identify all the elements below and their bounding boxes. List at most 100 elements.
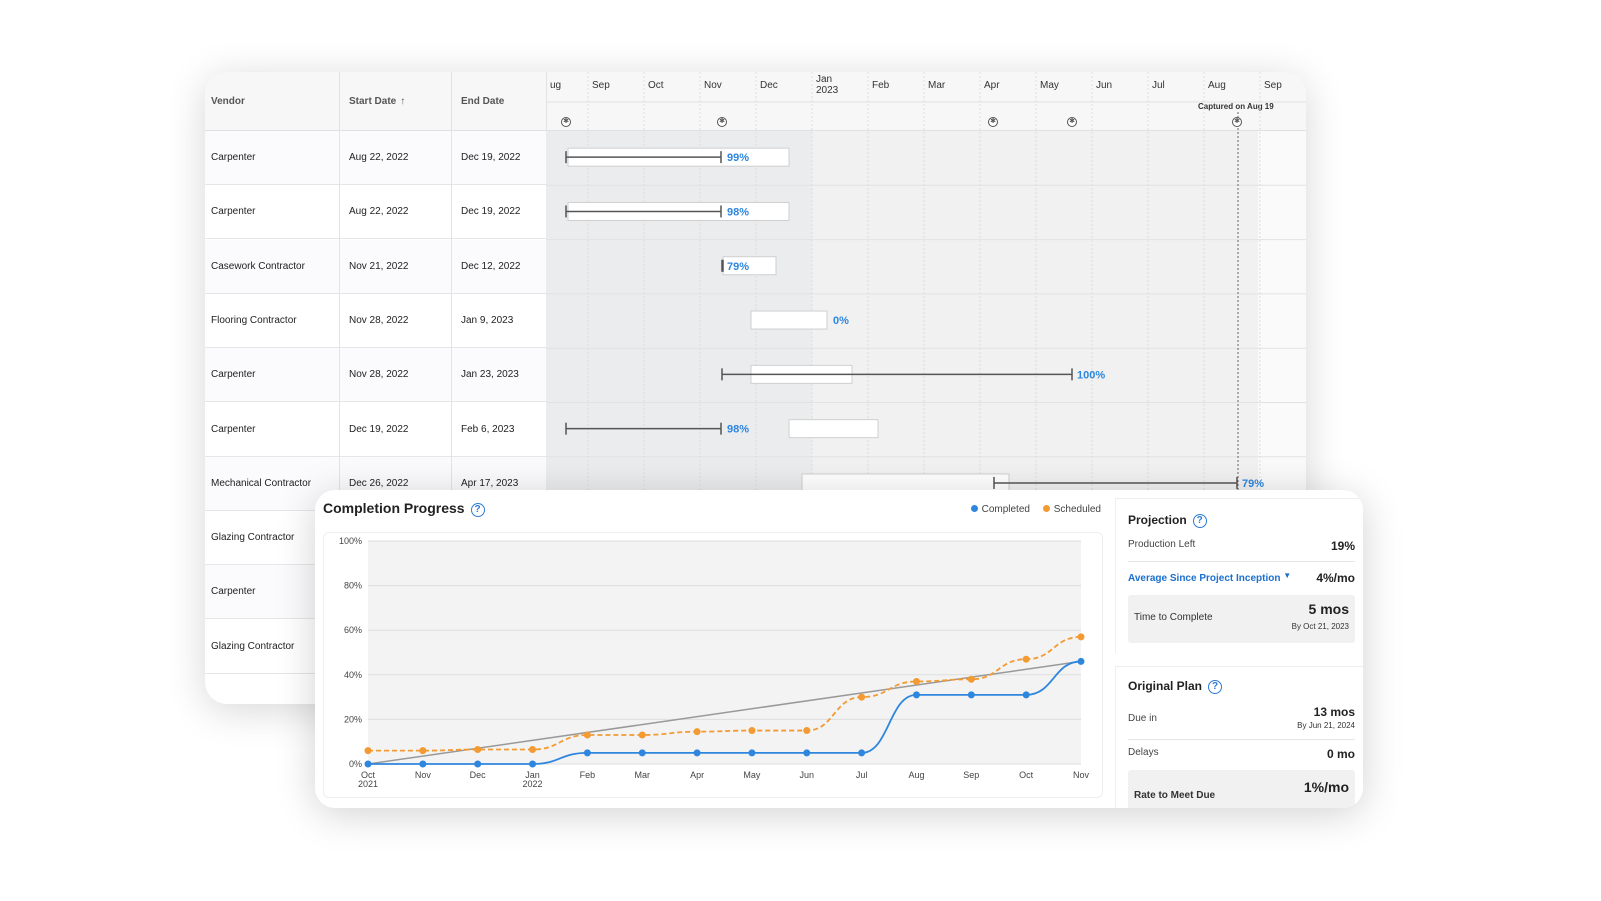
table-row[interactable]: Carpenter Aug 22, 2022 Dec 19, 2022 [205,185,546,240]
completed-point [803,749,811,757]
month-label: Sep [592,80,610,91]
y-tick-label: 40% [344,670,362,680]
table-row[interactable]: Casework Contractor Nov 21, 2022 Dec 12, 2… [205,239,546,294]
vendor-cell: Glazing Contractor [211,640,295,652]
table-row[interactable]: Carpenter Aug 22, 2022 Dec 19, 2022 [205,131,546,185]
vendor-cell: Mechanical Contractor [211,477,312,489]
original-plan-title: Original Plan? [1128,679,1223,694]
completed-point [529,760,537,768]
sort-ascending-icon: ↑ [400,96,406,107]
plot-area [368,541,1081,764]
milestone-icon[interactable]: ✱ [1067,117,1077,127]
milestone-icon[interactable]: ✱ [1232,117,1242,127]
completed-point [748,749,756,757]
scheduled-point [858,693,866,701]
percent-complete-label: 98% [727,424,749,436]
x-tick-label: Mar [634,770,650,780]
vendor-cell: Carpenter [211,206,256,218]
end-date-cell: Feb 6, 2023 [461,423,515,435]
due-value: 13 mos [1313,705,1355,719]
projection-panel: Projection? Production Left 19% Average … [1115,498,1363,653]
table-row[interactable]: Carpenter Nov 28, 2022 Jan 23, 2023 [205,348,546,403]
start-date-cell: Aug 22, 2022 [349,152,409,163]
completed-point [474,760,482,768]
legend-completed[interactable]: Completed [981,504,1030,515]
side-panels: Projection? Production Left 19% Average … [1115,498,1363,808]
x-tick-label: Oct [361,770,376,780]
month-label: Mar [928,80,946,91]
month-label: Oct [648,80,664,91]
help-icon[interactable]: ? [1192,514,1207,528]
end-date-cell: Dec 12, 2022 [461,260,521,272]
scheduled-point [638,731,646,739]
scheduled-point [474,746,482,754]
completed-point [912,691,920,699]
x-tick-label: Nov [415,770,432,780]
x-tick-label: Dec [470,770,487,780]
end-date-column-header[interactable]: End Date [461,96,505,107]
month-label: Jun [1096,80,1113,91]
legend-scheduled[interactable]: Scheduled [1053,504,1101,515]
due-row: Due in 13 mos By Jun 21, 2024 [1128,705,1355,735]
scheduled-point [529,746,537,754]
divider [1128,739,1355,740]
completed-point [583,749,591,757]
x-tick-label: Feb [580,770,596,780]
start-date-cell: Nov 21, 2022 [349,260,409,272]
table-row[interactable]: Flooring Contractor Nov 28, 2022 Jan 9, 20… [205,293,546,348]
projection-title: Projection? [1128,513,1207,528]
month-label: Dec [760,80,778,91]
completed-point [638,749,646,757]
scheduled-point [1022,655,1030,663]
progress-title: Completion Progress? [323,500,485,517]
y-tick-label: 80% [344,581,362,591]
average-rate-dropdown[interactable]: Average Since Project Inception ▼ [1128,571,1292,584]
percent-complete-label: 79% [1242,478,1264,490]
rate-to-meet-box: Rate to Meet Due 1%/mo [1128,770,1355,808]
caret-down-icon: ▼ [1283,571,1292,580]
start-date-column-header[interactable]: Start Date ↑ [349,96,406,107]
x-tick-label: Sep [963,770,979,780]
completed-point [1022,691,1030,699]
milestone-icon[interactable]: ✱ [717,117,727,127]
scheduled-legend-dot [1042,505,1050,512]
help-icon[interactable]: ? [1208,680,1223,694]
y-tick-label: 60% [344,625,362,635]
start-date-cell: Aug 22, 2022 [349,206,409,218]
vendor-cell: Flooring Contractor [211,314,297,326]
x-tick-label: Jun [800,770,815,780]
scheduled-point [419,747,427,755]
completion-progress-card: Completion Progress? Completed Scheduled… [315,490,1363,808]
start-date-cell: Dec 26, 2022 [349,477,409,489]
time-to-complete-value: 5 mos [1308,601,1349,617]
x-tick-label: Jan [525,770,540,780]
month-label: Sep [1264,80,1282,91]
start-date-cell: Nov 28, 2022 [349,314,409,326]
month-label: Aug [1208,80,1226,91]
month-label: Jul [1152,80,1165,91]
planned-bar [788,419,879,439]
help-icon[interactable]: ? [470,503,485,517]
vendor-column-header[interactable]: Vendor [211,96,245,107]
milestone-icon[interactable]: ✱ [561,117,571,127]
vendor-cell: Carpenter [211,423,256,435]
percent-complete-label: 0% [833,315,849,327]
month-label: ug [550,80,562,91]
percent-complete-label: 99% [727,152,749,164]
milestone-icon[interactable]: ✱ [988,117,998,127]
x-tick-label: 2022 [523,779,543,789]
scheduled-point [364,747,372,755]
scheduled-point [693,728,701,736]
scheduled-point [912,677,920,685]
x-tick-label: Aug [908,770,924,780]
table-row[interactable]: Carpenter Dec 19, 2022 Feb 6, 2023 [205,402,546,457]
due-label: Due in [1128,713,1157,724]
rate-to-meet-value: 1%/mo [1303,779,1349,795]
completed-point [967,691,975,699]
month-label: Jan 2023 [816,74,839,96]
scheduled-point [748,727,756,735]
rate-to-meet-label: Rate to Meet Due [1134,790,1216,801]
y-tick-label: 100% [339,536,362,546]
